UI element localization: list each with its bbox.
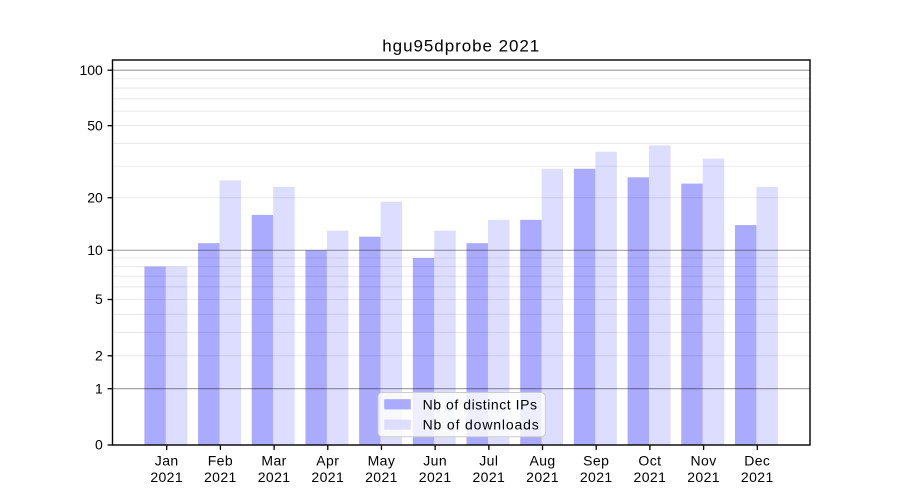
svg-text:Oct: Oct — [638, 453, 661, 469]
svg-text:100: 100 — [79, 62, 103, 78]
svg-text:Nov: Nov — [691, 453, 717, 469]
svg-text:Feb: Feb — [208, 453, 233, 469]
svg-text:Sep: Sep — [583, 453, 609, 469]
svg-text:Jun: Jun — [423, 453, 447, 469]
svg-text:2021: 2021 — [472, 469, 505, 485]
svg-text:2021: 2021 — [741, 469, 774, 485]
svg-text:2021: 2021 — [580, 469, 613, 485]
svg-text:Jul: Jul — [479, 453, 498, 469]
svg-text:2021: 2021 — [419, 469, 452, 485]
svg-text:Dec: Dec — [744, 453, 770, 469]
svg-text:Aug: Aug — [529, 453, 555, 469]
svg-text:2021: 2021 — [365, 469, 398, 485]
svg-text:5: 5 — [95, 291, 103, 307]
svg-text:20: 20 — [87, 189, 103, 205]
svg-text:2021: 2021 — [150, 469, 183, 485]
svg-text:2021: 2021 — [634, 469, 667, 485]
svg-text:2021: 2021 — [687, 469, 720, 485]
svg-text:2021: 2021 — [204, 469, 237, 485]
svg-text:2021: 2021 — [526, 469, 559, 485]
svg-text:0: 0 — [95, 437, 103, 453]
svg-text:Apr: Apr — [316, 453, 339, 469]
svg-text:50: 50 — [87, 117, 103, 133]
svg-text:2021: 2021 — [311, 469, 344, 485]
svg-text:2: 2 — [95, 347, 103, 363]
svg-text:May: May — [368, 453, 396, 469]
svg-text:Nb of downloads: Nb of downloads — [423, 416, 540, 432]
svg-text:Jan: Jan — [155, 453, 179, 469]
svg-text:Nb of distinct IPs: Nb of distinct IPs — [423, 396, 538, 412]
svg-text:1: 1 — [95, 380, 103, 396]
svg-text:10: 10 — [87, 242, 103, 258]
svg-text:hgu95dprobe 2021: hgu95dprobe 2021 — [382, 36, 540, 55]
svg-text:Mar: Mar — [261, 453, 286, 469]
svg-text:2021: 2021 — [258, 469, 291, 485]
